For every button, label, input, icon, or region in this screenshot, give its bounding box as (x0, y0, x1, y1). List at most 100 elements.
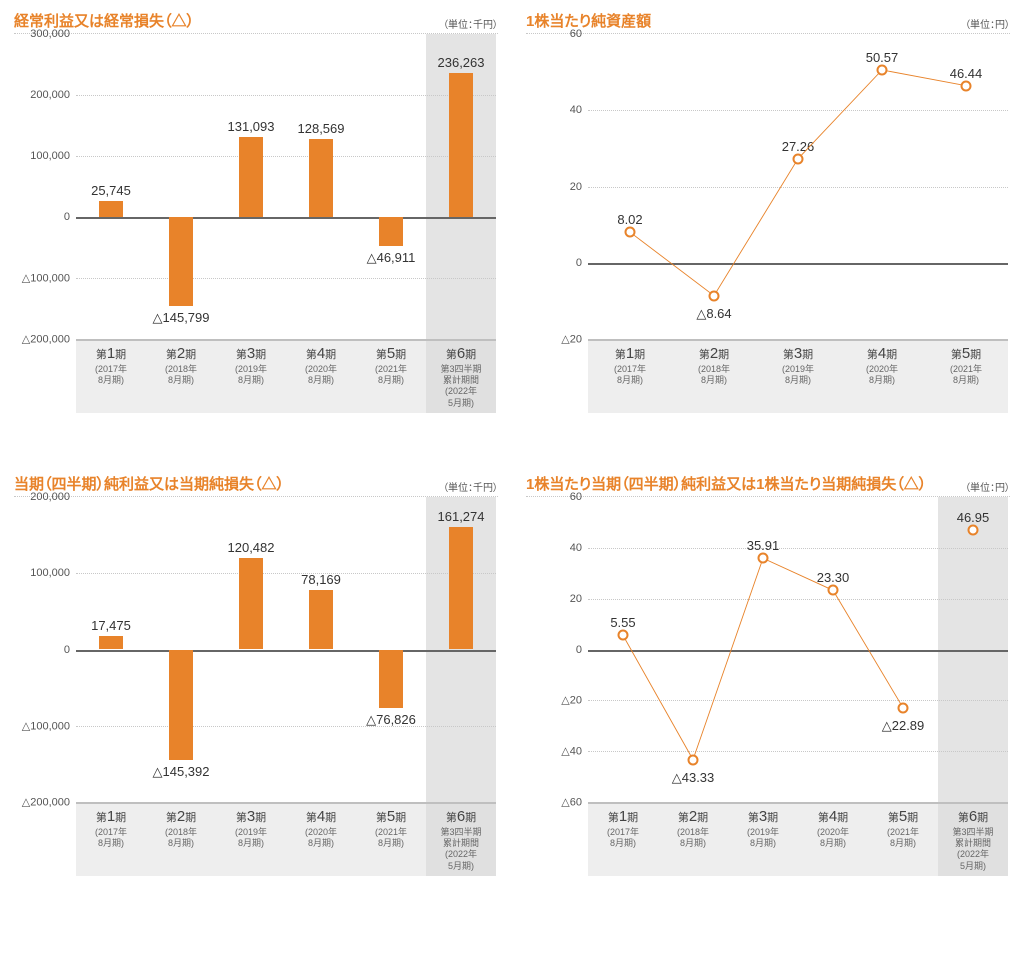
data-marker (758, 553, 769, 564)
data-marker (688, 754, 699, 765)
data-marker (961, 80, 972, 91)
chart-area: △2002040608.02△8.6427.2650.5746.44第1期(20… (526, 33, 1010, 413)
chart-unit: （単位：円） (965, 479, 1010, 494)
chart-net-income: 当期（四半期）純利益又は当期純損失（△）（単位：千円） △200,000 △100,… (14, 473, 498, 876)
bar (99, 636, 123, 649)
x-tick-label: 第3期(2019年8月期) (216, 804, 286, 876)
y-tick-label: 40 (570, 542, 582, 554)
x-tick-label: 第6期第3四半期累計期間(2022年5月期) (426, 341, 496, 413)
data-marker (828, 585, 839, 596)
y-tick-label: 40 (570, 104, 582, 116)
chart-title: 1株当たり純資産額 (526, 10, 1010, 31)
bar (379, 217, 403, 246)
data-label: 236,263 (438, 55, 485, 70)
chart-area: △200,000△100,0000100,000200,000300,00025… (14, 33, 498, 413)
grid-line (76, 573, 496, 574)
y-tick-label: 60 (570, 491, 582, 503)
x-tick-label: 第6期第3四半期累計期間(2022年5月期) (938, 804, 1008, 876)
chart-unit: （単位：円） (965, 16, 1010, 31)
data-label: 128,569 (298, 121, 345, 136)
chart-ordinary-profit: 経常利益又は経常損失（△）（単位：千円） △200,000△100,0000100… (14, 10, 498, 413)
chart-area: △200,000△100,0000100,000200,00017,475△14… (14, 496, 498, 876)
data-marker (793, 153, 804, 164)
chart-unit: （単位：千円） (443, 16, 498, 31)
chart-title: 当期（四半期）純利益又は当期純損失（△） (14, 473, 498, 494)
data-label: 120,482 (228, 540, 275, 555)
x-tick-label: 第4期(2020年8月期) (286, 804, 356, 876)
data-label: △46,911 (367, 250, 416, 266)
x-tick-label: 第5期(2021年8月期) (868, 804, 938, 876)
zero-axis (76, 217, 496, 219)
y-tick-label: 0 (576, 257, 582, 269)
zero-axis (76, 650, 496, 652)
data-label: △76,826 (366, 712, 416, 728)
y-tick-label: △200,000 (22, 333, 70, 346)
x-axis: 第1期(2017年8月期)第2期(2018年8月期)第3期(2019年8月期)第… (588, 341, 1008, 413)
x-tick-label: 第6期第3四半期累計期間(2022年5月期) (426, 804, 496, 876)
bar (449, 527, 473, 650)
y-tick-label: 200,000 (30, 89, 70, 101)
chart-net-income-per-share: 1株当たり当期（四半期）純利益又は1株当たり当期純損失（△）（単位：円）△60△… (526, 473, 1010, 876)
bar (379, 650, 403, 709)
y-tick-label: △60 (561, 796, 582, 809)
x-tick-label: 第1期(2017年8月期) (588, 804, 658, 876)
x-tick-label: 第4期(2020年8月期) (798, 804, 868, 876)
line-path (588, 34, 1008, 339)
x-tick-label: 第2期(2018年8月期) (658, 804, 728, 876)
chart-title: 経常利益又は経常損失（△） (14, 10, 498, 31)
data-label: 25,745 (91, 183, 131, 198)
data-marker (625, 227, 636, 238)
chart-net-assets-per-share: 1株当たり純資産額（単位：円） △2002040608.02△8.6427.265… (526, 10, 1010, 413)
x-tick-label: 第4期(2020年8月期) (286, 341, 356, 413)
chart-area: △60△40△2002040605.55△43.3335.9123.30△22.… (526, 496, 1010, 876)
bar (239, 558, 263, 650)
x-tick-label: 第1期(2017年8月期) (588, 341, 672, 413)
y-tick-label: △20 (561, 333, 582, 346)
plot-area: △60△40△2002040605.55△43.3335.9123.30△22.… (588, 497, 1008, 804)
x-axis: 第1期(2017年8月期)第2期(2018年8月期)第3期(2019年8月期)第… (76, 804, 496, 876)
data-label: 131,093 (228, 119, 275, 134)
bar (99, 201, 123, 217)
plot-area: △200,000△100,0000100,000200,000300,00025… (76, 34, 496, 341)
chart-unit: （単位：千円） (443, 479, 498, 494)
line-path (588, 497, 1008, 802)
grid-line (76, 95, 496, 96)
data-marker (617, 630, 628, 641)
y-tick-label: 0 (64, 211, 70, 223)
x-axis: 第1期(2017年8月期)第2期(2018年8月期)第3期(2019年8月期)第… (588, 804, 1008, 876)
y-tick-label: 0 (576, 644, 582, 656)
grid-line (76, 278, 496, 279)
y-tick-label: 100,000 (30, 567, 70, 579)
y-tick-label: 200,000 (30, 491, 70, 503)
data-label: △145,392 (153, 764, 210, 780)
data-label: 78,169 (301, 572, 341, 587)
bar (169, 650, 193, 761)
y-tick-label: △20 (561, 694, 582, 707)
x-tick-label: 第1期(2017年8月期) (76, 341, 146, 413)
bar (309, 590, 333, 650)
y-tick-label: 20 (570, 593, 582, 605)
plot-area: △2002040608.02△8.6427.2650.5746.44 (588, 34, 1008, 341)
x-tick-label: 第5期(2021年8月期) (356, 804, 426, 876)
x-tick-label: 第2期(2018年8月期) (146, 804, 216, 876)
x-tick-label: 第5期(2021年8月期) (356, 341, 426, 413)
x-tick-label: 第3期(2019年8月期) (216, 341, 286, 413)
y-tick-label: 100,000 (30, 150, 70, 162)
y-tick-label: △200,000 (22, 796, 70, 809)
y-tick-label: 300,000 (30, 28, 70, 40)
data-label: △145,799 (153, 310, 210, 326)
bar (239, 137, 263, 217)
x-tick-label: 第4期(2020年8月期) (840, 341, 924, 413)
data-label: 161,274 (438, 509, 485, 524)
bar (309, 139, 333, 217)
y-tick-label: 20 (570, 181, 582, 193)
y-tick-label: △40 (561, 745, 582, 758)
x-tick-label: 第1期(2017年8月期) (76, 804, 146, 876)
data-marker (968, 525, 979, 536)
x-tick-label: 第3期(2019年8月期) (756, 341, 840, 413)
data-label: 17,475 (91, 618, 131, 633)
data-marker (877, 64, 888, 75)
grid-line (76, 726, 496, 727)
y-tick-label: △100,000 (22, 719, 70, 732)
y-tick-label: 0 (64, 644, 70, 656)
